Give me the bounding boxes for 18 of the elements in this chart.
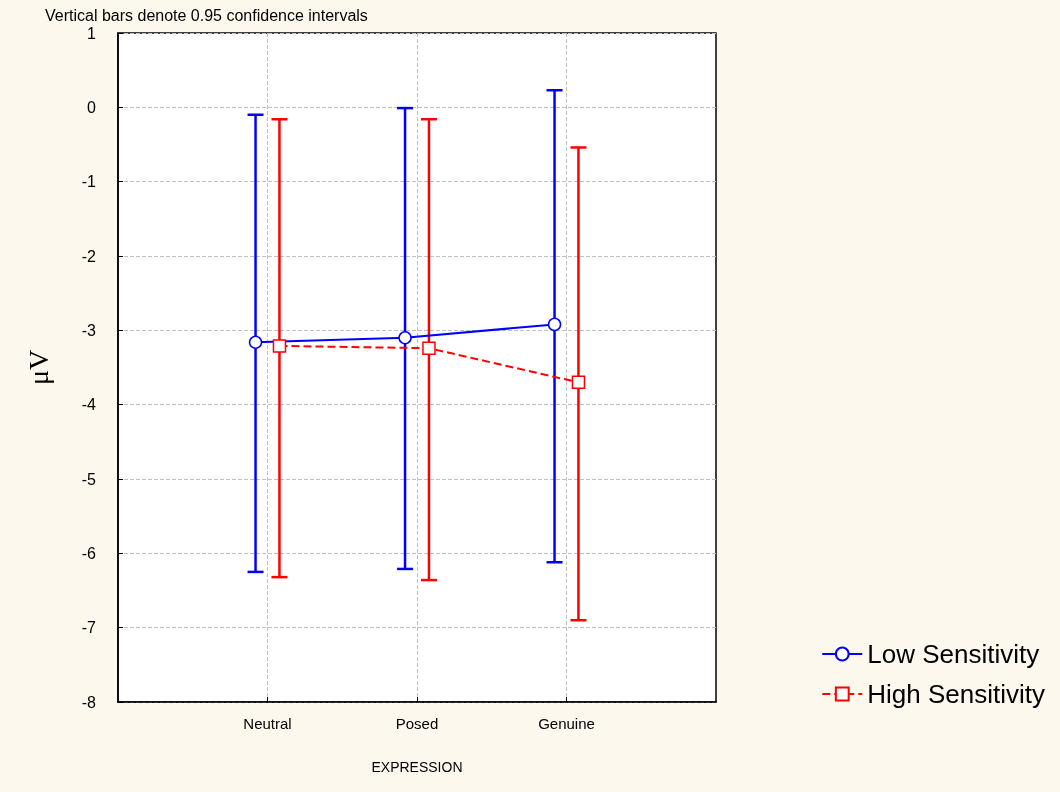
y-axis-title: μV: [22, 349, 54, 386]
y-tick-label: -4: [81, 396, 97, 414]
x-tick-label: Neutral: [243, 715, 292, 732]
y-tick-label: -2: [81, 247, 97, 265]
y-tick-label: -8: [81, 693, 97, 711]
legend-label: Low Sensitivity: [867, 639, 1040, 669]
x-axis-title: EXPRESSION: [371, 759, 463, 775]
y-tick-label: 1: [87, 24, 97, 42]
x-tick-label: Posed: [395, 715, 439, 732]
y-tick-label: 0: [87, 98, 97, 116]
y-tick-label: -7: [81, 619, 97, 637]
y-tick-label: -1: [81, 173, 97, 191]
y-tick-label: -3: [81, 321, 97, 339]
y-tick-label: -5: [81, 470, 97, 488]
x-tick-label: Genuine: [538, 715, 595, 732]
text: Vertical bars denote 0.95 confidence intervals: [45, 6, 368, 24]
y-tick-label: -6: [81, 544, 97, 562]
legend-label: High Sensitivity: [867, 679, 1045, 709]
